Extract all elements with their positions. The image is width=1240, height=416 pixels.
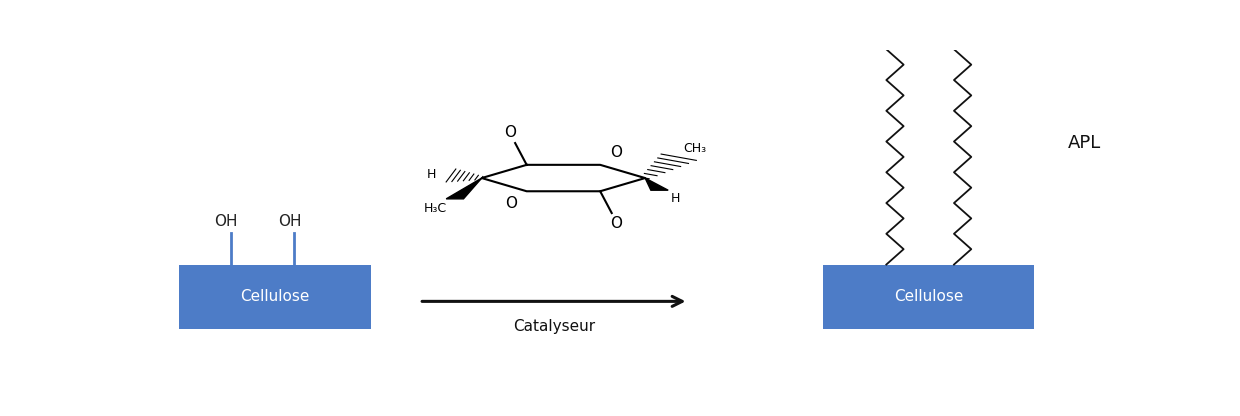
Text: OH: OH [215, 214, 238, 229]
Polygon shape [446, 178, 481, 199]
Text: H: H [428, 168, 436, 181]
Polygon shape [645, 178, 668, 190]
Text: APL: APL [1068, 134, 1101, 152]
Text: CH₃: CH₃ [683, 142, 707, 155]
Bar [823, 265, 1034, 329]
Text: H: H [671, 192, 681, 205]
Text: Catalyseur: Catalyseur [513, 319, 595, 334]
Text: O: O [610, 216, 622, 231]
Text: OH: OH [278, 214, 301, 229]
Text: Cellulose: Cellulose [241, 289, 310, 304]
Text: O: O [505, 125, 516, 140]
Text: O: O [505, 196, 517, 211]
Text: O: O [610, 145, 621, 160]
Text: H₃C: H₃C [424, 202, 448, 215]
Text: Cellulose: Cellulose [894, 289, 963, 304]
Bar [179, 265, 371, 329]
